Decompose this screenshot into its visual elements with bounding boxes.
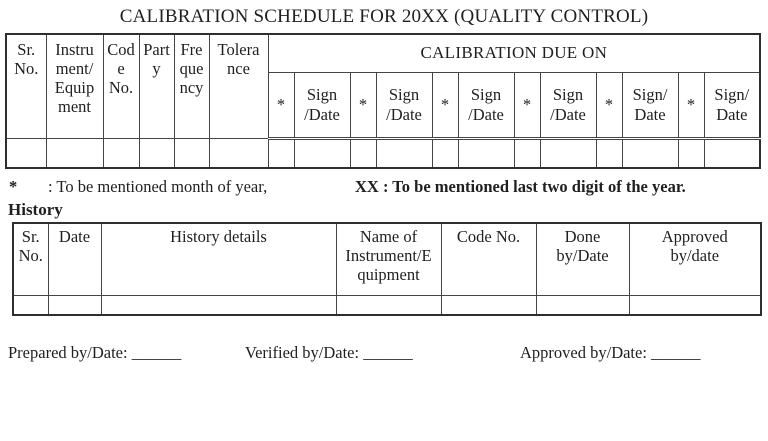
col-header-frequency: Fre que ncy	[173, 33, 210, 139]
empty-cell	[431, 137, 459, 169]
calibration-due-on-header: CALIBRATION DUE ON	[267, 33, 761, 73]
col-header-sr-no: Sr. No.	[5, 33, 47, 139]
empty-cell	[335, 294, 442, 316]
empty-cell	[47, 294, 102, 316]
col-header-code-no: Cod e No.	[102, 33, 140, 139]
month-star-header: *	[267, 71, 295, 140]
star-legend-text: : To be mentioned month of year,	[48, 177, 268, 196]
history-col-header-date: Date	[47, 222, 102, 296]
empty-cell	[100, 294, 337, 316]
empty-cell	[621, 137, 679, 169]
month-star-header: *	[677, 71, 705, 140]
col-header-instrument-equipment: Instru ment/ Equip ment	[45, 33, 104, 139]
empty-cell	[440, 294, 537, 316]
calibration-table: Sr. No. Instru ment/ Equip ment Cod e No…	[5, 33, 762, 169]
approved-by-field: Approved by/Date: ______	[520, 343, 701, 362]
empty-cell	[349, 137, 377, 169]
sign-date-header: Sign/ Date	[621, 71, 679, 140]
history-heading: History	[8, 200, 63, 219]
legend-note: * : To be mentioned month of year, XX : …	[0, 177, 768, 199]
calibration-empty-row	[5, 137, 761, 169]
empty-cell	[12, 294, 49, 316]
signature-footer: Prepared by/Date: ______ Verified by/Dat…	[0, 343, 768, 365]
empty-cell	[628, 294, 762, 316]
sign-date-header: Sign /Date	[375, 71, 433, 140]
history-empty-row	[12, 294, 762, 316]
calibration-header-row: Sr. No. Instru ment/ Equip ment Cod e No…	[5, 33, 761, 139]
empty-cell	[703, 137, 761, 169]
history-col-header-details: History details	[100, 222, 337, 296]
sign-date-subheader-row: * Sign /Date * Sign /Date * Sign /Date *…	[6, 71, 761, 140]
empty-cell	[138, 137, 175, 169]
history-col-header-sr-no: Sr. No.	[12, 222, 49, 296]
empty-cell	[677, 137, 705, 169]
verified-by-field: Verified by/Date: ______	[245, 343, 413, 362]
sign-date-header: Sign /Date	[293, 71, 351, 140]
history-col-header-code-no: Code No.	[440, 222, 537, 296]
empty-cell	[457, 137, 515, 169]
empty-cell	[539, 137, 597, 169]
sign-date-header: Sign /Date	[539, 71, 597, 140]
star-symbol: *	[9, 177, 18, 196]
history-col-header-done-by: Done by/Date	[535, 222, 630, 296]
month-star-header: *	[349, 71, 377, 140]
history-col-header-approved-by: Approved by/date	[628, 222, 762, 296]
document-title: CALIBRATION SCHEDULE FOR 20XX (QUALITY C…	[119, 6, 649, 27]
month-star-header: *	[513, 71, 541, 140]
empty-cell	[5, 137, 47, 169]
history-header-row: Sr. No. Date History details Name of Ins…	[12, 222, 762, 296]
month-star-header: *	[595, 71, 623, 140]
empty-cell	[513, 137, 541, 169]
empty-cell	[208, 137, 269, 169]
prepared-by-field: Prepared by/Date: ______	[8, 343, 182, 362]
empty-cell	[535, 294, 630, 316]
empty-cell	[595, 137, 623, 169]
empty-cell	[102, 137, 140, 169]
month-star-header: *	[431, 71, 459, 140]
history-col-header-instrument-name: Name of Instrument/E quipment	[335, 222, 442, 296]
xx-legend-text: XX : To be mentioned last two digit of t…	[355, 177, 686, 196]
empty-cell	[267, 137, 295, 169]
empty-cell	[375, 137, 433, 169]
empty-cell	[45, 137, 104, 169]
empty-cell	[173, 137, 210, 169]
history-table: Sr. No. Date History details Name of Ins…	[12, 222, 762, 316]
empty-cell	[293, 137, 351, 169]
col-header-party: Part y	[138, 33, 175, 139]
sign-date-header: Sign /Date	[457, 71, 515, 140]
col-header-tolerance: Tolera nce	[208, 33, 269, 139]
sign-date-header: Sign/ Date	[703, 71, 761, 140]
